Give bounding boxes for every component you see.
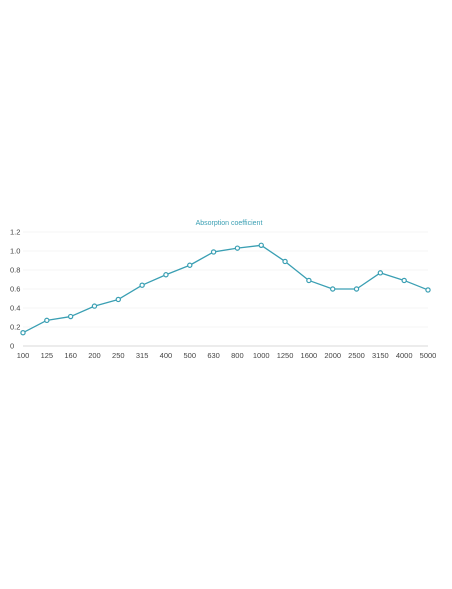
x-tick-label: 500 (184, 351, 197, 360)
x-tick-label: 5000 (420, 351, 437, 360)
x-tick-label: 200 (88, 351, 101, 360)
x-tick-label: 400 (160, 351, 173, 360)
y-tick-label: 0.6 (10, 285, 20, 294)
data-point-4000[interactable] (401, 277, 407, 284)
x-tick-label: 3150 (372, 351, 389, 360)
data-point-160[interactable] (67, 313, 74, 320)
x-tick-label: 1250 (277, 351, 294, 360)
data-point-100[interactable] (20, 330, 26, 336)
x-tick-label: 125 (41, 351, 54, 360)
data-points (20, 242, 431, 336)
data-point-500[interactable] (187, 262, 193, 268)
y-tick-label: 0.4 (10, 304, 20, 313)
data-point-800[interactable] (234, 245, 241, 251)
data-point-200[interactable] (91, 303, 98, 309)
x-tick-label: 4000 (396, 351, 413, 360)
data-point-630[interactable] (210, 249, 217, 255)
y-tick-label: 0.2 (10, 323, 20, 332)
y-tick-label: 1.2 (10, 228, 20, 237)
data-point-2000[interactable] (330, 286, 336, 292)
data-point-3150[interactable] (377, 270, 384, 276)
x-tick-label: 630 (207, 351, 220, 360)
x-axis-ticks: 100 125 160 200 250 315 400 500 630 800 1000 1250 16… (17, 351, 437, 360)
y-axis-ticks: 0 0.2 0.4 0.6 0.8 1.0 1.2 (10, 228, 20, 351)
series-line (22, 244, 429, 334)
chart-title: Absorption coefficient (196, 220, 263, 227)
data-point-400[interactable] (163, 272, 169, 278)
x-tick-label: 100 (17, 351, 30, 360)
data-point-1000[interactable] (258, 242, 264, 248)
y-tick-label: 0 (10, 342, 14, 351)
x-tick-label: 160 (64, 351, 77, 360)
x-tick-label: 800 (231, 351, 244, 360)
y-tick-label: 0.8 (10, 266, 20, 275)
x-tick-label: 1600 (301, 351, 318, 360)
data-point-2500[interactable] (353, 286, 360, 292)
y-tick-label: 1.0 (10, 247, 20, 256)
data-point-5000[interactable] (425, 287, 431, 293)
data-point-1250[interactable] (282, 258, 288, 265)
x-tick-label: 1000 (253, 351, 270, 360)
series-line-group (22, 244, 429, 334)
data-point-250[interactable] (115, 296, 121, 303)
x-tick-label: 315 (136, 351, 149, 360)
grid-lines (23, 231, 428, 328)
x-tick-label: 250 (112, 351, 125, 360)
x-tick-label: 2500 (348, 351, 365, 360)
x-tick-label: 2000 (324, 351, 341, 360)
data-point-315[interactable] (139, 282, 145, 288)
data-point-125[interactable] (44, 317, 50, 324)
data-point-1600[interactable] (306, 277, 312, 284)
